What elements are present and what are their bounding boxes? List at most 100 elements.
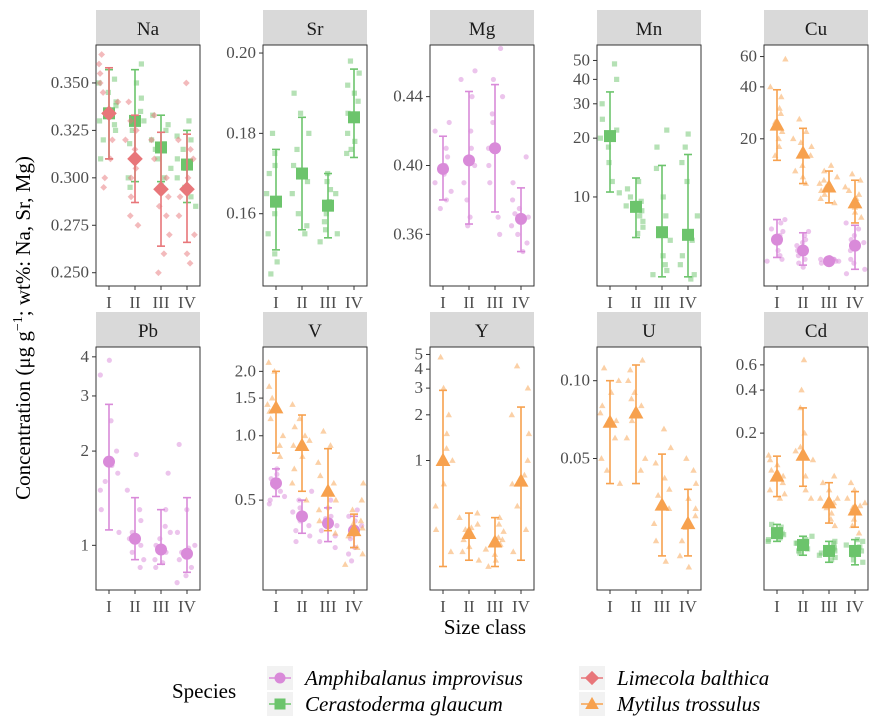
data-point <box>820 176 828 183</box>
data-point <box>344 150 350 157</box>
legend-label-cerastoderma: Cerastoderma glaucum <box>305 692 503 716</box>
y-tick-label: 1 <box>415 450 424 469</box>
data-point <box>112 127 119 133</box>
y-tick-label: 2 <box>81 441 90 460</box>
data-point <box>685 131 691 137</box>
data-point <box>688 276 694 282</box>
y-tick-label: 2 <box>415 405 424 424</box>
mean-point <box>769 117 785 131</box>
data-point <box>490 119 496 126</box>
y-tick-label: 2.0 <box>235 361 256 380</box>
y-tick-label: 0.275 <box>51 215 89 234</box>
data-point <box>267 415 274 422</box>
y-tick-label: 40 <box>573 69 590 88</box>
data-point <box>482 545 490 552</box>
data-point <box>850 557 857 563</box>
data-point <box>676 552 684 559</box>
x-tick-label: III <box>320 293 337 312</box>
y-tick-label: 50 <box>573 50 590 69</box>
y-tick-label: 1.5 <box>235 388 256 407</box>
data-point <box>437 353 444 360</box>
data-point <box>508 223 515 229</box>
x-tick-label: IV <box>345 293 364 312</box>
mean-point <box>127 151 143 167</box>
data-point <box>432 128 438 134</box>
strip-label: Na <box>137 19 160 40</box>
series-amphibalanus <box>266 466 365 564</box>
data-point <box>318 528 324 534</box>
data-point <box>167 529 173 535</box>
data-point <box>809 456 817 463</box>
data-point <box>446 119 452 126</box>
data-point <box>289 401 296 407</box>
data-point <box>796 115 803 122</box>
data-point <box>332 529 339 536</box>
data-point <box>297 110 304 116</box>
panel-background <box>429 346 535 591</box>
data-point <box>684 178 690 185</box>
data-point <box>346 513 352 519</box>
data-point <box>781 490 788 497</box>
data-point <box>790 135 797 142</box>
data-point <box>764 258 770 264</box>
strip-label: Y <box>475 321 489 342</box>
legend-title: Species <box>172 679 236 703</box>
data-point <box>486 162 492 169</box>
x-tick-label: II <box>296 293 308 312</box>
data-point <box>432 502 439 509</box>
data-point <box>524 384 532 391</box>
data-point <box>469 94 475 100</box>
data-point <box>272 162 278 169</box>
data-point <box>652 459 659 466</box>
data-point <box>180 146 186 152</box>
data-point <box>291 90 297 96</box>
data-point <box>301 432 309 439</box>
data-point <box>776 105 783 111</box>
x-tick-label: I <box>607 293 613 312</box>
mean-point <box>680 515 696 530</box>
data-point <box>861 239 867 246</box>
data-point <box>265 231 271 237</box>
mean-point <box>604 130 616 143</box>
data-point <box>780 228 786 235</box>
data-point <box>781 532 787 538</box>
legend-label-limecola: Limecola balthica <box>616 666 769 690</box>
strip-background <box>764 10 868 45</box>
data-point <box>472 68 478 74</box>
data-point <box>515 231 521 237</box>
data-point <box>150 111 158 119</box>
data-point <box>468 145 474 151</box>
data-point <box>443 145 449 151</box>
x-tick-label: II <box>797 597 809 616</box>
mean-point <box>348 111 360 124</box>
data-point <box>355 98 361 104</box>
y-tick-label: 0.20 <box>226 43 256 62</box>
data-point <box>174 580 180 586</box>
data-point <box>614 76 620 82</box>
data-point <box>522 526 530 533</box>
mean-point <box>821 495 837 509</box>
data-point <box>276 442 283 448</box>
y-tick-label: 10 <box>573 187 590 206</box>
data-point <box>513 362 521 369</box>
data-point <box>127 117 134 125</box>
data-point <box>653 165 660 172</box>
data-point <box>830 540 837 546</box>
strip-background <box>96 312 200 347</box>
data-point <box>692 480 700 486</box>
mean-point <box>129 532 141 545</box>
data-point <box>862 266 868 272</box>
data-point <box>138 517 144 524</box>
data-point <box>611 61 618 67</box>
data-point <box>432 526 440 533</box>
y-tick-label: 0.6 <box>736 355 757 374</box>
data-point <box>638 402 645 409</box>
data-point <box>127 141 133 147</box>
data-point <box>291 465 298 472</box>
x-tick-label: IV <box>178 597 197 616</box>
data-point <box>525 214 531 220</box>
data-point <box>800 356 808 363</box>
data-point <box>303 496 310 503</box>
data-point <box>777 110 785 116</box>
y-tick-label: 40 <box>740 77 757 96</box>
